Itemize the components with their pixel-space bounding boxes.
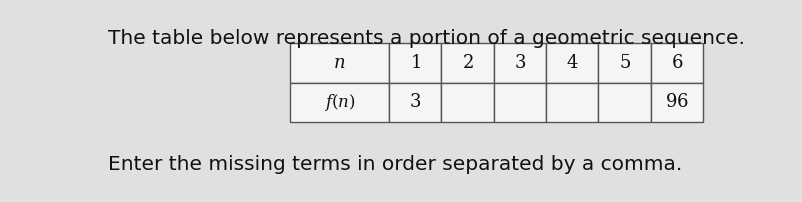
Text: $\mathit{2}$: $\mathit{2}$ [462,54,473,72]
Bar [650,43,703,83]
Text: $\mathit{96}$: $\mathit{96}$ [665,93,689,111]
Text: $\mathit{5}$: $\mathit{5}$ [618,54,630,72]
Bar [290,83,389,122]
Bar [290,43,389,83]
Bar [441,43,493,83]
Bar [493,83,546,122]
Bar [389,83,441,122]
Text: $n$: $n$ [333,54,346,72]
Text: $\mathit{1}$: $\mathit{1}$ [410,54,420,72]
Bar [598,83,650,122]
Text: $\mathit{3}$: $\mathit{3}$ [409,93,421,111]
Text: Enter the missing terms in order separated by a comma.: Enter the missing terms in order separat… [107,155,682,174]
Bar [441,83,493,122]
Bar [389,43,441,83]
Bar [546,43,598,83]
Text: $\mathit{4}$: $\mathit{4}$ [566,54,578,72]
Text: $f(n)$: $f(n)$ [323,92,355,113]
Bar [598,43,650,83]
Text: $\mathit{3}$: $\mathit{3}$ [514,54,526,72]
Text: The table below represents a portion of a geometric sequence.: The table below represents a portion of … [107,29,744,48]
Bar [546,83,598,122]
Bar [493,43,546,83]
Text: $\mathit{6}$: $\mathit{6}$ [670,54,683,72]
Bar [650,83,703,122]
